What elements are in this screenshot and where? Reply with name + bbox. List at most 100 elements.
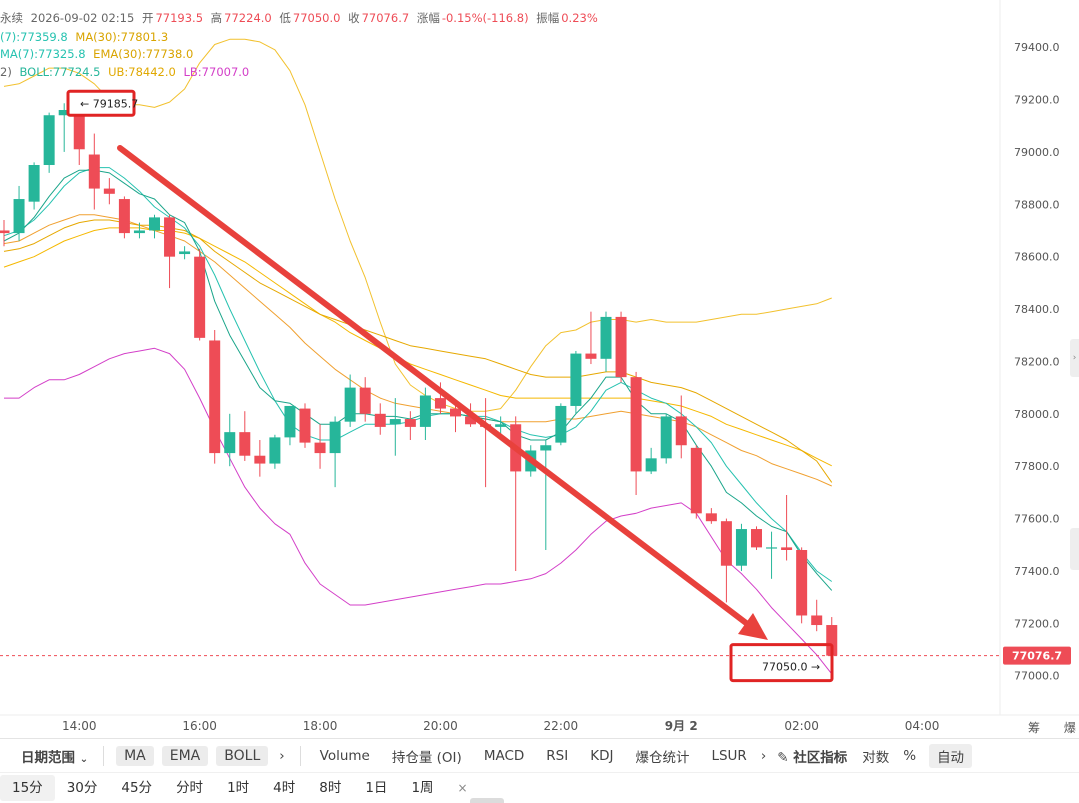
candle[interactable] [13, 185, 25, 241]
price-tick-label: 77000.0 [1014, 670, 1060, 683]
price-tick-label: 77600.0 [1014, 513, 1060, 526]
timeframe-3[interactable]: 分时 [176, 780, 204, 796]
candle[interactable] [269, 434, 281, 469]
candle[interactable] [510, 416, 522, 571]
date-range-dropdown[interactable]: 日期范围 ⌄ [14, 746, 95, 766]
candle[interactable] [705, 508, 717, 524]
candle[interactable] [224, 413, 236, 467]
timeframe-5[interactable]: 4时 [273, 780, 296, 796]
boll-toggle[interactable]: BOLL [216, 745, 269, 766]
candle[interactable] [766, 531, 778, 579]
candle[interactable] [811, 599, 823, 632]
side-panel-handle[interactable] [1070, 528, 1079, 570]
chip-liq-label[interactable]: 筹 爆 [1028, 721, 1079, 735]
community-indicators-button[interactable]: ✎ 社区指标 [773, 746, 851, 766]
candle[interactable] [615, 311, 627, 383]
candle[interactable] [690, 445, 702, 519]
macd-indicator[interactable]: MACD [483, 747, 525, 764]
timeframe-2[interactable]: 45分 [121, 780, 153, 796]
candle[interactable] [796, 547, 808, 624]
price-tick-label: 78800.0 [1014, 198, 1060, 211]
price-tick-label: 79000.0 [1014, 146, 1060, 159]
candle[interactable] [164, 214, 176, 289]
rsi-indicator[interactable]: RSI [546, 747, 569, 764]
candle[interactable] [133, 222, 145, 239]
chevron-right-icon[interactable]: › [760, 747, 767, 764]
side-panel-toggle[interactable]: › [1070, 339, 1079, 377]
time-axis[interactable]: 14:00 16:00 18:00 20:00 22:00 9月 2 02:00 04:00 筹… [62, 719, 1079, 735]
percent-scale-toggle[interactable]: % [903, 747, 917, 764]
candle-body [374, 413, 386, 427]
boll-prefix: 2) [0, 65, 12, 79]
ma30-line [3, 227, 832, 467]
candle[interactable] [88, 133, 100, 210]
candle-body [796, 550, 808, 616]
candle-body [720, 521, 732, 566]
candle[interactable] [344, 374, 356, 427]
candle[interactable] [194, 248, 206, 341]
candle[interactable] [645, 447, 657, 475]
auto-scale-toggle[interactable]: 自动 [929, 743, 973, 768]
log-scale-toggle[interactable]: 对数 [862, 749, 890, 766]
candle[interactable] [419, 387, 431, 440]
open-interest-indicator[interactable]: 持仓量 (OI) [391, 749, 462, 766]
timeframe-1[interactable]: 30分 [66, 780, 98, 796]
candle[interactable] [495, 416, 507, 435]
candle[interactable] [73, 107, 85, 165]
candle[interactable] [179, 246, 191, 260]
timeframe-4[interactable]: 1时 [227, 780, 250, 796]
candle[interactable] [540, 440, 552, 550]
candle-body [570, 353, 582, 406]
price-tick-label: 79200.0 [1014, 94, 1060, 107]
timeframe-6[interactable]: 8时 [319, 780, 342, 796]
candle[interactable] [58, 103, 70, 152]
candle-body [118, 199, 130, 234]
timeframe-8[interactable]: 1周 [411, 780, 434, 796]
candle[interactable] [0, 220, 10, 247]
candle[interactable] [781, 495, 793, 561]
candle[interactable] [600, 311, 612, 372]
candle-body [88, 154, 100, 189]
candle[interactable] [751, 526, 762, 550]
candle-body [495, 424, 507, 427]
candle[interactable] [149, 214, 160, 239]
candle[interactable] [329, 416, 341, 488]
volume-indicator[interactable]: Volume [319, 747, 370, 764]
candle[interactable] [43, 112, 55, 173]
chevron-right-icon[interactable]: › [279, 747, 285, 764]
candle[interactable] [284, 405, 296, 446]
lsur-indicator[interactable]: LSUR [711, 747, 747, 764]
candle[interactable] [660, 413, 672, 464]
candle[interactable] [299, 403, 311, 448]
candle[interactable] [585, 311, 597, 365]
liquidation-stats-indicator[interactable]: 爆仓统计 [635, 749, 690, 766]
candle[interactable] [374, 403, 386, 435]
close-icon[interactable]: × [457, 781, 468, 795]
timeframe-0[interactable]: 15分 [0, 775, 55, 801]
candlestick-chart[interactable]: 79400.0 79200.0 79000.0 78800.0 78600.0 78400… [0, 0, 1079, 738]
candle[interactable] [404, 411, 416, 440]
ma-toggle[interactable]: MA [116, 745, 154, 766]
boll-lb-value: LB:77007.0 [183, 65, 250, 79]
candle[interactable] [675, 395, 687, 459]
candle[interactable] [359, 377, 371, 422]
candle[interactable] [630, 371, 642, 495]
candle[interactable] [103, 178, 115, 205]
candle[interactable] [735, 523, 747, 571]
candle[interactable] [389, 398, 401, 456]
candle[interactable] [314, 424, 326, 469]
candle[interactable] [254, 440, 266, 477]
candle[interactable] [28, 162, 40, 210]
candle[interactable] [209, 330, 221, 464]
kdj-indicator[interactable]: KDJ [590, 747, 614, 764]
candle[interactable] [570, 350, 582, 414]
ema-toggle[interactable]: EMA [161, 745, 209, 766]
timeframe-7[interactable]: 1日 [365, 780, 388, 796]
price-axis[interactable]: 79400.0 79200.0 79000.0 78800.0 78600.0 78400… [1014, 41, 1060, 683]
candle[interactable] [555, 403, 567, 446]
candle[interactable] [720, 518, 732, 603]
candle[interactable] [239, 411, 251, 461]
time-tick-label: 16:00 [182, 719, 217, 733]
resize-handle[interactable] [470, 798, 504, 803]
candle[interactable] [118, 196, 130, 239]
